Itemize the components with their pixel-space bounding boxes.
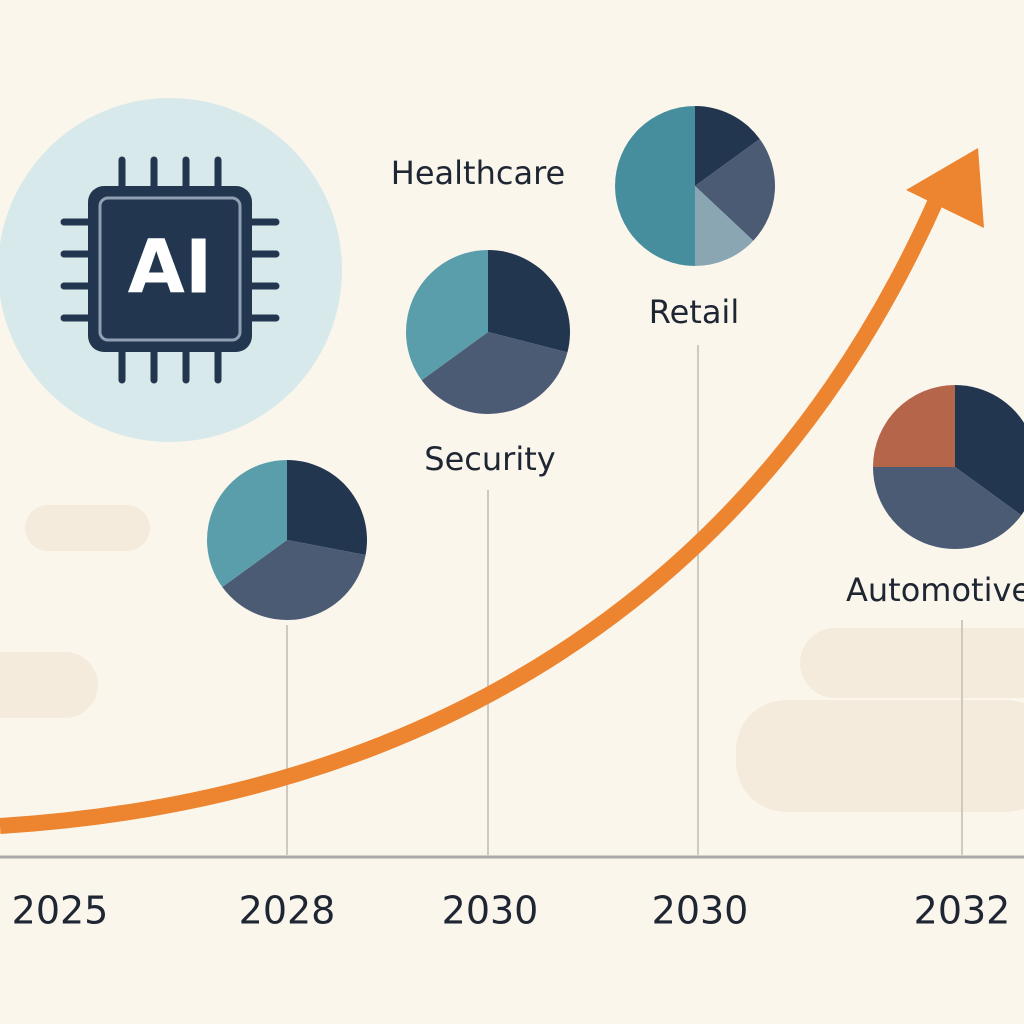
blob [736,700,1024,812]
pie-slice [421,332,568,415]
stems [286,345,963,855]
category-label: Healthcare [391,154,565,192]
badge: AI [128,225,213,311]
pie-slice [615,106,695,266]
year-label: 2025 [12,889,109,933]
year-label: 2028 [239,889,336,933]
pie-slice [873,385,955,467]
chip-border [98,196,242,342]
growth-arrow [0,192,946,834]
pie-slice [695,186,754,266]
chip-body [88,186,252,352]
pie-slice [206,460,287,588]
pie-slice [695,138,776,241]
blob [800,628,1024,698]
pie-slice [287,460,367,555]
year-label: 2032 [914,889,1011,933]
year-label: 2030 [652,889,749,933]
arrow-head [906,148,984,228]
pie-slice [406,250,488,381]
category-label: Automotive [846,571,1024,609]
pie-slice [873,467,1022,549]
category-label: Retail [649,293,739,331]
year-label: 2030 [442,889,539,933]
pie-slice [955,385,1024,516]
blob [0,652,98,718]
category-label: Security [424,440,555,478]
pie-slice [222,540,366,620]
pie-slice [488,250,570,353]
pie-slice [695,106,760,186]
blob [25,505,150,551]
